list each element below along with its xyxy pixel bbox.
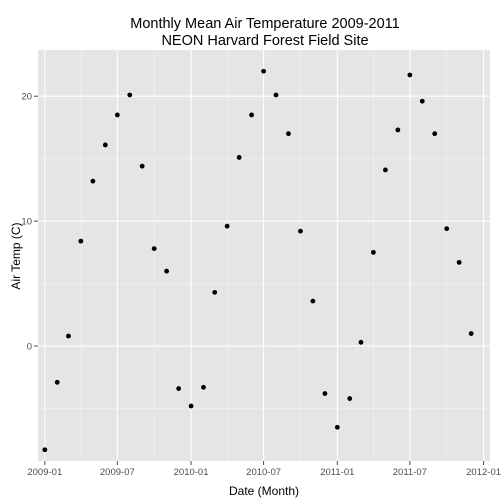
data-point	[164, 268, 170, 274]
data-point	[347, 396, 353, 401]
data-point	[176, 386, 182, 391]
x-tick-label: 2010-07	[246, 467, 281, 478]
y-tick-label: 0	[27, 342, 32, 353]
data-point	[90, 178, 96, 184]
x-tick-label: 2010-01	[174, 467, 209, 478]
data-point	[78, 238, 84, 244]
data-point	[66, 333, 71, 339]
data-point	[236, 155, 242, 160]
data-point	[468, 331, 474, 336]
data-point	[444, 226, 450, 232]
data-point	[42, 447, 48, 453]
data-point	[127, 92, 133, 98]
data-point	[432, 131, 438, 137]
data-point	[456, 259, 462, 265]
x-tick-label: 2012-01	[466, 467, 501, 478]
data-point	[54, 379, 60, 385]
data-point	[358, 339, 364, 345]
y-tick-label: 10	[21, 217, 32, 228]
x-tick-label: 2011-07	[393, 467, 427, 478]
data-point	[188, 403, 194, 409]
data-point	[407, 72, 413, 78]
chart-title: Monthly Mean Air Temperature 2009-2011	[130, 16, 399, 32]
data-point	[249, 112, 254, 118]
y-tick-label: 20	[21, 92, 32, 103]
data-points	[42, 68, 474, 453]
data-point	[419, 98, 425, 104]
data-point	[102, 142, 108, 148]
data-point	[286, 131, 291, 137]
data-point	[370, 249, 376, 255]
chart-subtitle: NEON Harvard Forest Field Site	[161, 33, 368, 49]
data-point	[212, 289, 218, 295]
grid-lines	[38, 50, 490, 461]
data-point	[383, 167, 388, 173]
y-axis-title: Air Temp (C)	[9, 222, 23, 289]
x-tick-label: 2011-01	[320, 467, 354, 478]
x-tick-label: 2009-07	[100, 467, 135, 478]
axis-ticks: 0 10 20 2009-01 2009-07 2010-01 2010-07 2011-01…	[21, 92, 501, 478]
data-point	[114, 112, 120, 118]
data-point	[310, 298, 316, 304]
data-point	[261, 68, 266, 74]
data-point	[201, 384, 206, 390]
x-axis-title: Date (Month)	[229, 484, 299, 498]
data-point	[298, 228, 303, 234]
data-point	[334, 424, 340, 430]
data-point	[224, 223, 230, 229]
data-point	[322, 391, 328, 396]
x-tick-label: 2009-01	[27, 467, 62, 478]
data-point	[395, 127, 401, 133]
data-point	[139, 163, 145, 169]
data-point	[273, 92, 279, 98]
data-point	[151, 246, 157, 252]
